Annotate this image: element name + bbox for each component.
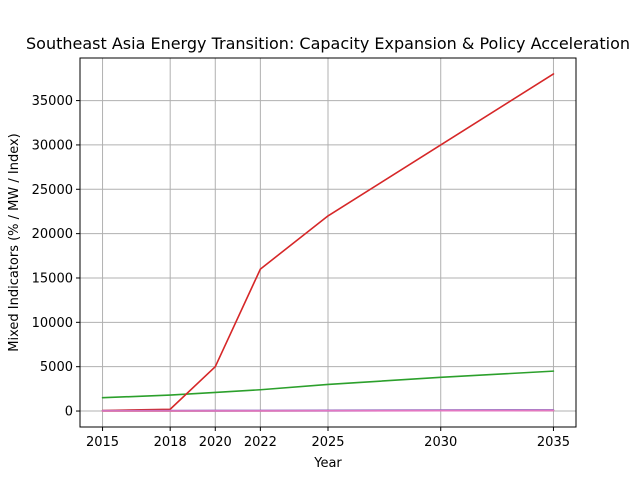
grid: [80, 58, 576, 427]
y-tick-label: 35000: [32, 94, 73, 109]
x-axis: 2015 2018 2020 2022 2025 2030 2035: [86, 427, 570, 450]
x-tick-label: 2025: [311, 435, 344, 450]
x-tick-label: 2030: [424, 435, 457, 450]
y-axis-label: Mixed Indicators (% / MW / Index): [7, 133, 22, 352]
x-axis-label: Year: [313, 456, 342, 471]
y-tick-label: 20000: [32, 227, 73, 242]
series-line-4: [101, 73, 555, 412]
chart-title: Southeast Asia Energy Transition: Capaci…: [26, 34, 630, 53]
y-tick-label: 30000: [32, 138, 73, 153]
x-tick-label: 2015: [86, 435, 119, 450]
y-tick-label: 15000: [32, 271, 73, 286]
x-tick-label: 2035: [537, 435, 570, 450]
y-tick-label: 25000: [32, 183, 73, 198]
series-line-3: [101, 370, 555, 399]
y-tick-label: 10000: [32, 316, 73, 331]
x-tick-label: 2020: [199, 435, 232, 450]
y-axis: 0 5000 10000 15000 20000 25000 30000 35000: [32, 94, 80, 420]
y-tick-label: 0: [65, 405, 73, 420]
y-tick-label: 5000: [40, 360, 73, 375]
x-tick-label: 2018: [154, 435, 187, 450]
series-layer: [101, 73, 555, 412]
x-tick-label: 2022: [244, 435, 277, 450]
